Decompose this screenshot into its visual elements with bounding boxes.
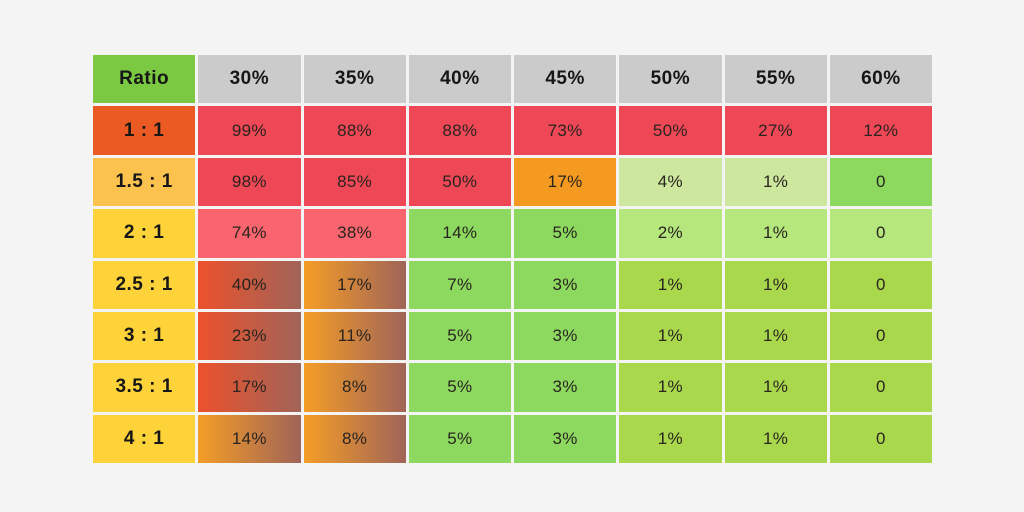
heatmap-cell-r1-c6: 0	[829, 157, 932, 207]
heatmap-cell-r2-c6: 0	[829, 209, 932, 258]
heatmap-cell-r6-c6: 0	[829, 414, 932, 463]
heatmap-cell-r1-c2: 50%	[408, 157, 511, 207]
heatmap-cell-r5-c5: 1%	[724, 363, 827, 412]
heatmap-cell-r3-c6: 0	[829, 260, 932, 309]
heatmap-cell-r0-c6: 12%	[829, 106, 932, 155]
heatmap-cell-r4-c2: 5%	[408, 311, 511, 361]
heatmap-cell-r2-c5: 1%	[724, 209, 827, 258]
column-header-35: 35%	[303, 55, 406, 104]
column-header-45: 45%	[514, 55, 617, 104]
column-header-40: 40%	[408, 55, 511, 104]
heatmap-cell-r2-c1: 38%	[303, 209, 406, 258]
row-label-1-5-1: 1.5 : 1	[93, 157, 196, 207]
heatmap-cell-r3-c0: 40%	[198, 260, 301, 309]
heatmap-cell-r6-c4: 1%	[619, 414, 722, 463]
heatmap-cell-r0-c1: 88%	[303, 106, 406, 155]
heatmap-cell-r5-c6: 0	[829, 363, 932, 412]
heatmap-cell-r1-c5: 1%	[724, 157, 827, 207]
heatmap-cell-r4-c5: 1%	[724, 311, 827, 361]
heatmap-cell-r1-c3: 17%	[514, 157, 617, 207]
heatmap-cell-r5-c4: 1%	[619, 363, 722, 412]
row-label-2-5-1: 2.5 : 1	[93, 260, 196, 309]
heatmap-cell-r5-c3: 3%	[514, 363, 617, 412]
row-label-1-1: 1 : 1	[93, 106, 196, 155]
heatmap-cell-r4-c0: 23%	[198, 311, 301, 361]
heatmap-cell-r2-c3: 5%	[514, 209, 617, 258]
heatmap-cell-r4-c3: 3%	[514, 311, 617, 361]
heatmap-cell-r3-c5: 1%	[724, 260, 827, 309]
heatmap-cell-r2-c4: 2%	[619, 209, 722, 258]
heatmap-cell-r3-c1: 17%	[303, 260, 406, 309]
heatmap-cell-r6-c3: 3%	[514, 414, 617, 463]
heatmap-cell-r4-c1: 11%	[303, 311, 406, 361]
heatmap-cell-r2-c0: 74%	[198, 209, 301, 258]
heatmap-cell-r5-c2: 5%	[408, 363, 511, 412]
heatmap-cell-r0-c2: 88%	[408, 106, 511, 155]
heatmap-cell-r4-c6: 0	[829, 311, 932, 361]
column-header-60: 60%	[829, 55, 932, 104]
heatmap-cell-r6-c0: 14%	[198, 414, 301, 463]
row-label-3-1: 3 : 1	[93, 311, 196, 361]
corner-header-ratio: Ratio	[93, 55, 196, 104]
heatmap-cell-r6-c1: 8%	[303, 414, 406, 463]
ratio-heatmap-table: Ratio 30% 35% 40% 45% 50% 55% 60% 1 : 1 99% 88% 88%…	[93, 55, 932, 463]
heatmap-cell-r0-c3: 73%	[514, 106, 617, 155]
heatmap-cell-r2-c2: 14%	[408, 209, 511, 258]
row-label-3-5-1: 3.5 : 1	[93, 363, 196, 412]
heatmap-cell-r1-c0: 98%	[198, 157, 301, 207]
heatmap-cell-r4-c4: 1%	[619, 311, 722, 361]
heatmap-cell-r5-c1: 8%	[303, 363, 406, 412]
row-label-2-1: 2 : 1	[93, 209, 196, 258]
heatmap-cell-r3-c4: 1%	[619, 260, 722, 309]
heatmap-cell-r1-c4: 4%	[619, 157, 722, 207]
heatmap-cell-r6-c5: 1%	[724, 414, 827, 463]
heatmap-cell-r3-c3: 3%	[514, 260, 617, 309]
heatmap-cell-r0-c0: 99%	[198, 106, 301, 155]
row-label-4-1: 4 : 1	[93, 414, 196, 463]
heatmap-cell-r0-c4: 50%	[619, 106, 722, 155]
heatmap-cell-r1-c1: 85%	[303, 157, 406, 207]
column-header-50: 50%	[619, 55, 722, 104]
heatmap-cell-r0-c5: 27%	[724, 106, 827, 155]
heatmap-cell-r5-c0: 17%	[198, 363, 301, 412]
heatmap-cell-r3-c2: 7%	[408, 260, 511, 309]
column-header-30: 30%	[198, 55, 301, 104]
column-header-55: 55%	[724, 55, 827, 104]
heatmap-cell-r6-c2: 5%	[408, 414, 511, 463]
